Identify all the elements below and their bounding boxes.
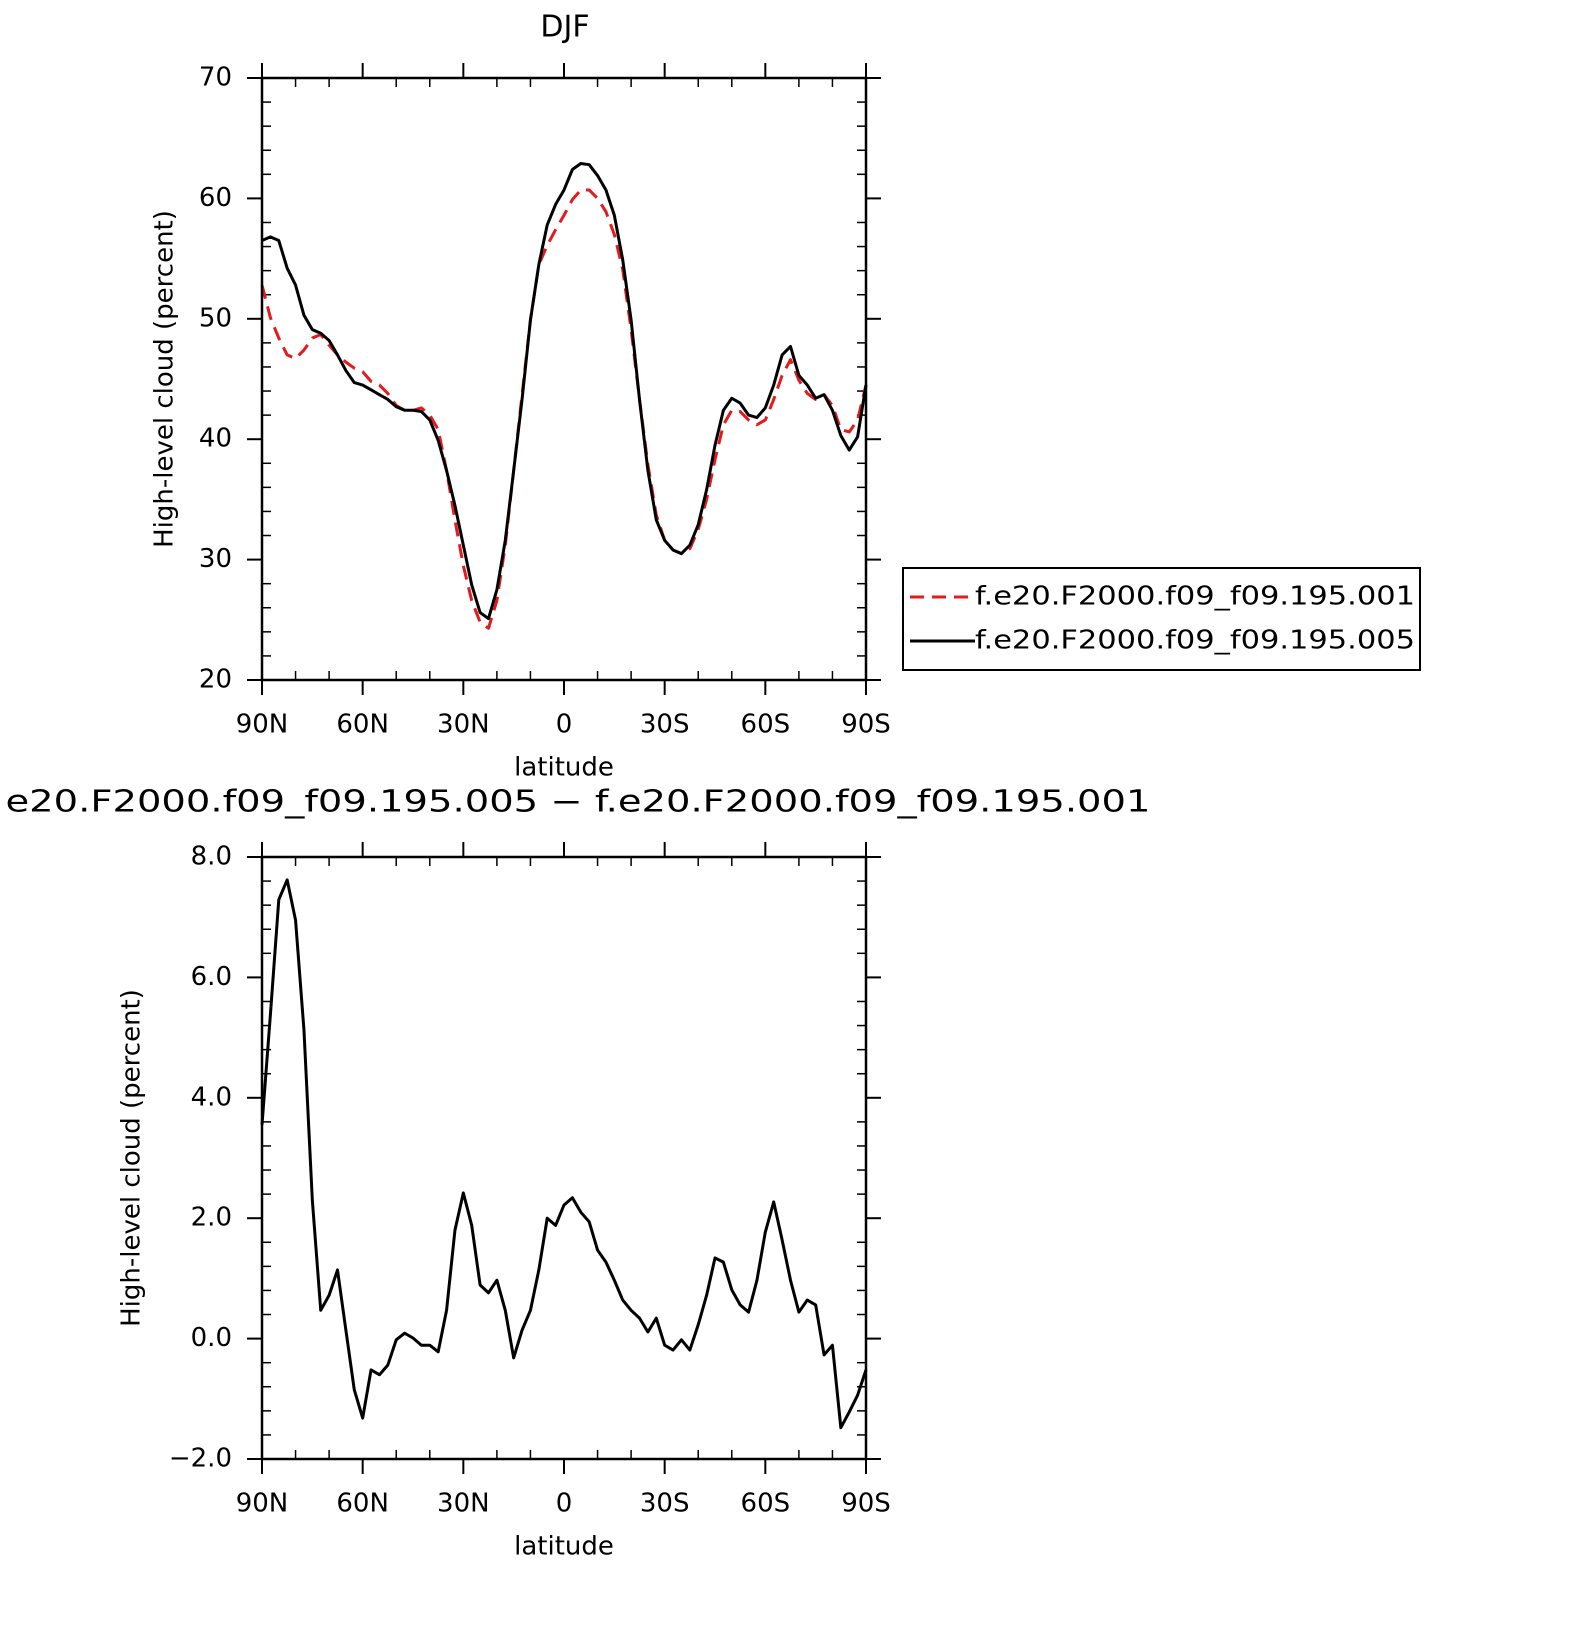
- x-axis-label: latitude: [514, 753, 614, 783]
- y-tick-label: 8.0: [191, 842, 232, 872]
- x-tick-label: 30S: [640, 710, 690, 740]
- y-tick-label: 6.0: [191, 962, 232, 992]
- x-tick-label: 60S: [741, 710, 791, 740]
- y-tick-label: −2.0: [169, 1444, 232, 1474]
- legend-label: f.e20.F2000.f09_f09.195.001: [975, 582, 1415, 612]
- chart-title: e20.F2000.f09_f09.195.005 − f.e20.F2000.…: [6, 785, 1151, 820]
- plot-frame: [260, 855, 868, 1461]
- y-tick-label: 0.0: [191, 1323, 232, 1353]
- plot-frame: [260, 76, 868, 682]
- y-tick-label: 30: [199, 544, 232, 574]
- x-tick-label: 30N: [437, 710, 490, 740]
- x-tick-label: 0: [556, 1489, 573, 1519]
- data-line: [260, 188, 868, 630]
- x-tick-label: 90N: [236, 1489, 289, 1519]
- x-tick-label: 0: [556, 710, 573, 740]
- x-axis-label: latitude: [514, 1532, 614, 1562]
- x-tick-label: 90N: [236, 710, 289, 740]
- legend-box: [902, 567, 1421, 671]
- y-axis-label: High-level cloud (percent): [117, 989, 147, 1327]
- x-tick-label: 30N: [437, 1489, 490, 1519]
- data-line: [261, 161, 868, 621]
- y-tick-label: 40: [199, 424, 232, 454]
- x-tick-label: 90S: [841, 1489, 891, 1519]
- y-tick-label: 70: [199, 63, 232, 93]
- data-line: [260, 878, 868, 1430]
- x-tick-label: 60N: [336, 710, 389, 740]
- y-axis-label: High-level cloud (percent): [150, 210, 180, 548]
- x-tick-label: 90S: [841, 710, 891, 740]
- y-tick-label: 20: [199, 665, 232, 695]
- x-tick-label: 60N: [336, 1489, 389, 1519]
- y-tick-label: 50: [199, 303, 232, 333]
- legend-label: f.e20.F2000.f09_f09.195.005: [975, 626, 1415, 656]
- y-tick-label: 60: [199, 183, 232, 213]
- x-tick-label: 30S: [640, 1489, 690, 1519]
- y-tick-label: 4.0: [191, 1082, 232, 1112]
- y-tick-label: 2.0: [191, 1203, 232, 1233]
- chart-title: DJF: [540, 10, 589, 45]
- x-tick-label: 60S: [741, 1489, 791, 1519]
